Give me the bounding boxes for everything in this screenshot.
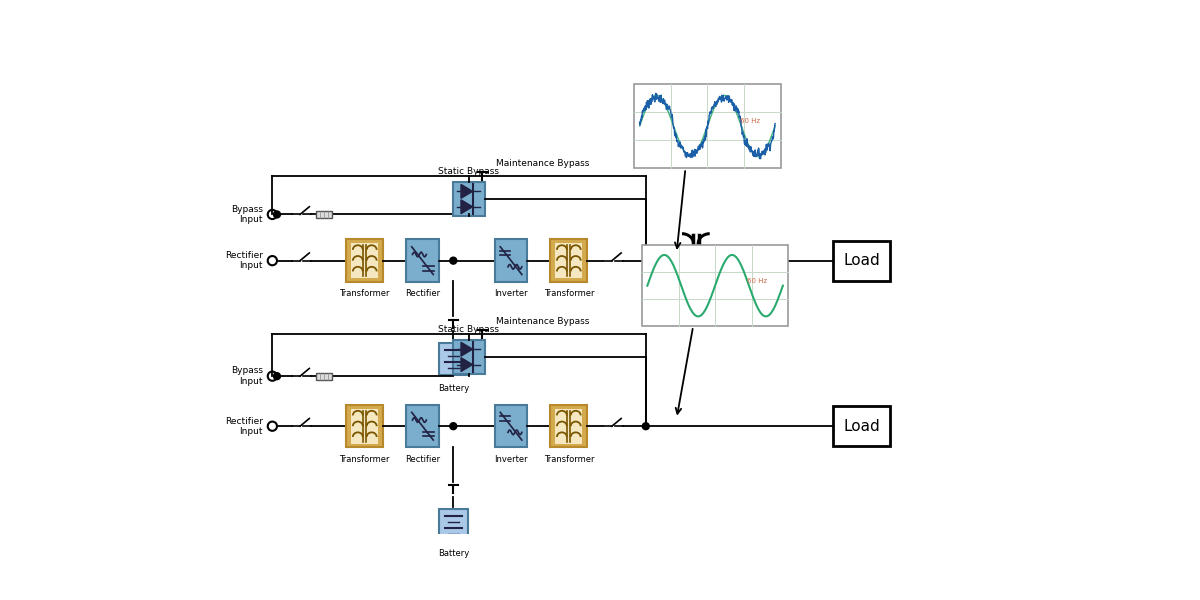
Text: Transformer: Transformer [340,455,390,464]
Text: Battery: Battery [438,384,469,393]
Text: Transformer: Transformer [544,455,594,464]
FancyBboxPatch shape [439,509,468,541]
Circle shape [450,423,457,430]
FancyBboxPatch shape [833,406,890,446]
FancyBboxPatch shape [551,405,587,448]
Text: 60 Hz: 60 Hz [739,118,760,124]
FancyBboxPatch shape [317,211,331,218]
FancyBboxPatch shape [407,405,439,448]
Polygon shape [461,200,473,214]
FancyBboxPatch shape [407,239,439,282]
FancyBboxPatch shape [452,182,485,217]
FancyBboxPatch shape [439,343,468,376]
FancyBboxPatch shape [494,405,527,448]
Circle shape [274,211,281,218]
Text: Maintenance Bypass: Maintenance Bypass [496,159,589,168]
Polygon shape [461,184,473,198]
Text: Load: Load [844,253,880,268]
Text: Rectifier
Input: Rectifier Input [226,251,263,271]
FancyBboxPatch shape [556,243,582,278]
Text: Static Bypass: Static Bypass [438,167,499,176]
Text: Inverter: Inverter [494,455,528,464]
Text: Rectifier
Input: Rectifier Input [226,416,263,436]
Polygon shape [461,342,473,356]
Text: Static Bypass: Static Bypass [438,325,499,334]
Text: Bypass
Input: Bypass Input [232,205,263,224]
Circle shape [642,423,649,430]
Text: Transformer: Transformer [544,289,594,298]
Text: Load: Load [844,419,880,434]
FancyBboxPatch shape [556,409,582,443]
FancyBboxPatch shape [635,83,780,168]
FancyBboxPatch shape [352,243,378,278]
Text: Transformer: Transformer [340,289,390,298]
FancyBboxPatch shape [551,239,587,282]
Polygon shape [461,358,473,371]
FancyBboxPatch shape [347,239,383,282]
Text: 60 Hz: 60 Hz [748,278,768,284]
Text: Inverter: Inverter [494,289,528,298]
FancyBboxPatch shape [452,340,485,374]
FancyBboxPatch shape [494,239,527,282]
FancyBboxPatch shape [352,409,378,443]
FancyBboxPatch shape [317,373,331,380]
FancyBboxPatch shape [347,405,383,448]
Text: Rectifier: Rectifier [404,455,440,464]
Text: Rectifier: Rectifier [404,289,440,298]
Text: Battery: Battery [438,550,469,559]
Circle shape [450,257,457,264]
Circle shape [642,257,649,264]
Circle shape [274,373,281,380]
Text: Maintenance Bypass: Maintenance Bypass [496,317,589,326]
FancyBboxPatch shape [833,241,890,281]
Text: Bypass
Input: Bypass Input [232,367,263,386]
FancyBboxPatch shape [642,245,788,326]
